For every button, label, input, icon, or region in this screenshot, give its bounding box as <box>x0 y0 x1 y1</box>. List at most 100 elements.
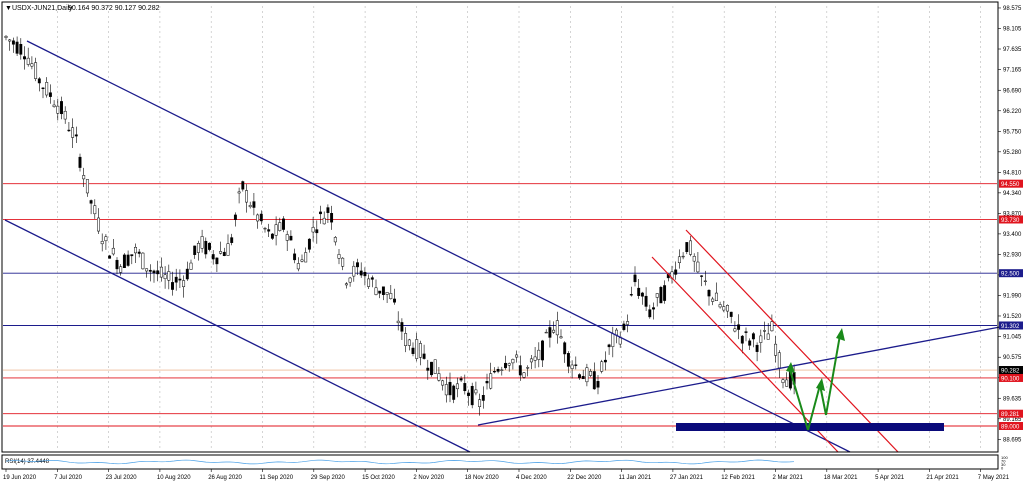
candle-body <box>174 276 178 283</box>
candle-body <box>52 104 56 107</box>
candle-body <box>492 370 496 373</box>
candle-body <box>311 227 315 233</box>
candle-body <box>296 263 300 270</box>
candle-body <box>489 373 493 389</box>
candle-body <box>148 269 152 272</box>
candle-body <box>633 274 637 283</box>
y-tick-label: 95.280 <box>1003 150 1022 156</box>
candle-body <box>774 343 778 356</box>
candle-body <box>555 320 559 336</box>
x-tick-label: 21 Apr 2021 <box>926 475 959 481</box>
candle-body <box>374 287 378 295</box>
candle-body <box>548 327 552 338</box>
projection-arrow-up <box>825 334 841 416</box>
candle-body <box>344 283 348 286</box>
candle-body <box>507 363 511 366</box>
demand-zone <box>676 423 944 431</box>
candle-body <box>152 270 156 274</box>
candle-body <box>677 256 681 263</box>
candle-body <box>648 309 652 318</box>
price-level-box <box>999 409 1023 418</box>
candle-body <box>270 233 274 239</box>
uptrend-support-line <box>477 326 1001 426</box>
candle-body <box>711 298 715 302</box>
candle-body <box>200 236 204 249</box>
y-tick-label: 94.340 <box>1003 191 1022 197</box>
candle-body <box>763 330 766 332</box>
candle-body <box>692 255 696 262</box>
projection-arrow-down <box>819 384 827 416</box>
candle-body <box>415 339 419 359</box>
candle-body <box>515 354 519 358</box>
candle-body <box>781 379 785 383</box>
candle-body <box>444 384 448 396</box>
rsi-tick-label: 70 <box>1001 459 1006 464</box>
candle-body <box>463 383 467 392</box>
y-tick-label: 93.400 <box>1003 232 1022 238</box>
candle-body <box>674 269 678 275</box>
price-level-box <box>999 215 1023 224</box>
candle-body <box>455 383 459 390</box>
price-level-box <box>999 269 1023 278</box>
candle-body <box>193 245 197 255</box>
grid-lines <box>56 6 982 450</box>
y-tick-label: 96.220 <box>1003 109 1022 115</box>
candle-body <box>300 259 304 262</box>
candle-body <box>526 367 530 369</box>
candle-body <box>611 333 615 347</box>
candle-body <box>370 277 374 280</box>
candle-body <box>404 333 408 346</box>
candle-body <box>122 254 126 269</box>
y-tick-label: 93.870 <box>1003 211 1022 217</box>
candle-body <box>426 367 430 371</box>
candle-body <box>289 235 293 241</box>
candle-body <box>97 217 100 232</box>
candle-body <box>485 381 489 384</box>
candle-body <box>541 340 544 361</box>
price-level-label: 93.730 <box>1001 218 1020 224</box>
candle-body <box>367 278 371 287</box>
candle-body <box>422 353 426 359</box>
candle-body <box>85 179 89 194</box>
candle-body <box>363 272 367 277</box>
candle-body <box>400 322 404 332</box>
price-level-label: 91.302 <box>1001 324 1020 330</box>
y-tick-label: 91.045 <box>1003 335 1022 341</box>
candle-body <box>785 379 789 387</box>
candle-body <box>703 280 707 282</box>
falling-channel-lower <box>651 256 839 453</box>
candle-body <box>714 292 718 301</box>
rsi-tick-label: 100 <box>1001 455 1008 460</box>
candle-body <box>700 275 704 277</box>
candle-body <box>537 349 541 360</box>
candle-body <box>396 320 400 324</box>
candle-body <box>467 392 470 396</box>
candle-body <box>93 205 97 215</box>
candle-body <box>574 364 578 366</box>
candle-body <box>511 359 515 364</box>
y-tick-label: 89.165 <box>1003 417 1022 423</box>
candle-body <box>378 290 382 294</box>
candle-body <box>751 333 755 340</box>
candle-body <box>585 367 589 383</box>
candle-body <box>185 268 189 280</box>
candle-body <box>104 236 108 242</box>
candle-body <box>500 369 504 371</box>
candle-body <box>629 294 633 296</box>
candle-body <box>659 287 663 304</box>
arrowhead-icon <box>836 328 845 341</box>
falling-channel-upper <box>685 229 899 453</box>
candle-body <box>755 344 759 352</box>
y-tick-label: 89.635 <box>1003 396 1022 402</box>
projection-arrow-down <box>789 369 809 431</box>
candle-body <box>393 298 396 303</box>
candle-body <box>352 265 356 277</box>
candle-body <box>259 213 263 222</box>
chart-title: USDX-JUN21,Daily <box>12 5 73 12</box>
candle-body <box>578 374 581 379</box>
candle-body <box>748 340 752 346</box>
candle-body <box>163 274 167 280</box>
candle-body <box>552 329 556 333</box>
price-level-label: 89.281 <box>1001 412 1020 418</box>
